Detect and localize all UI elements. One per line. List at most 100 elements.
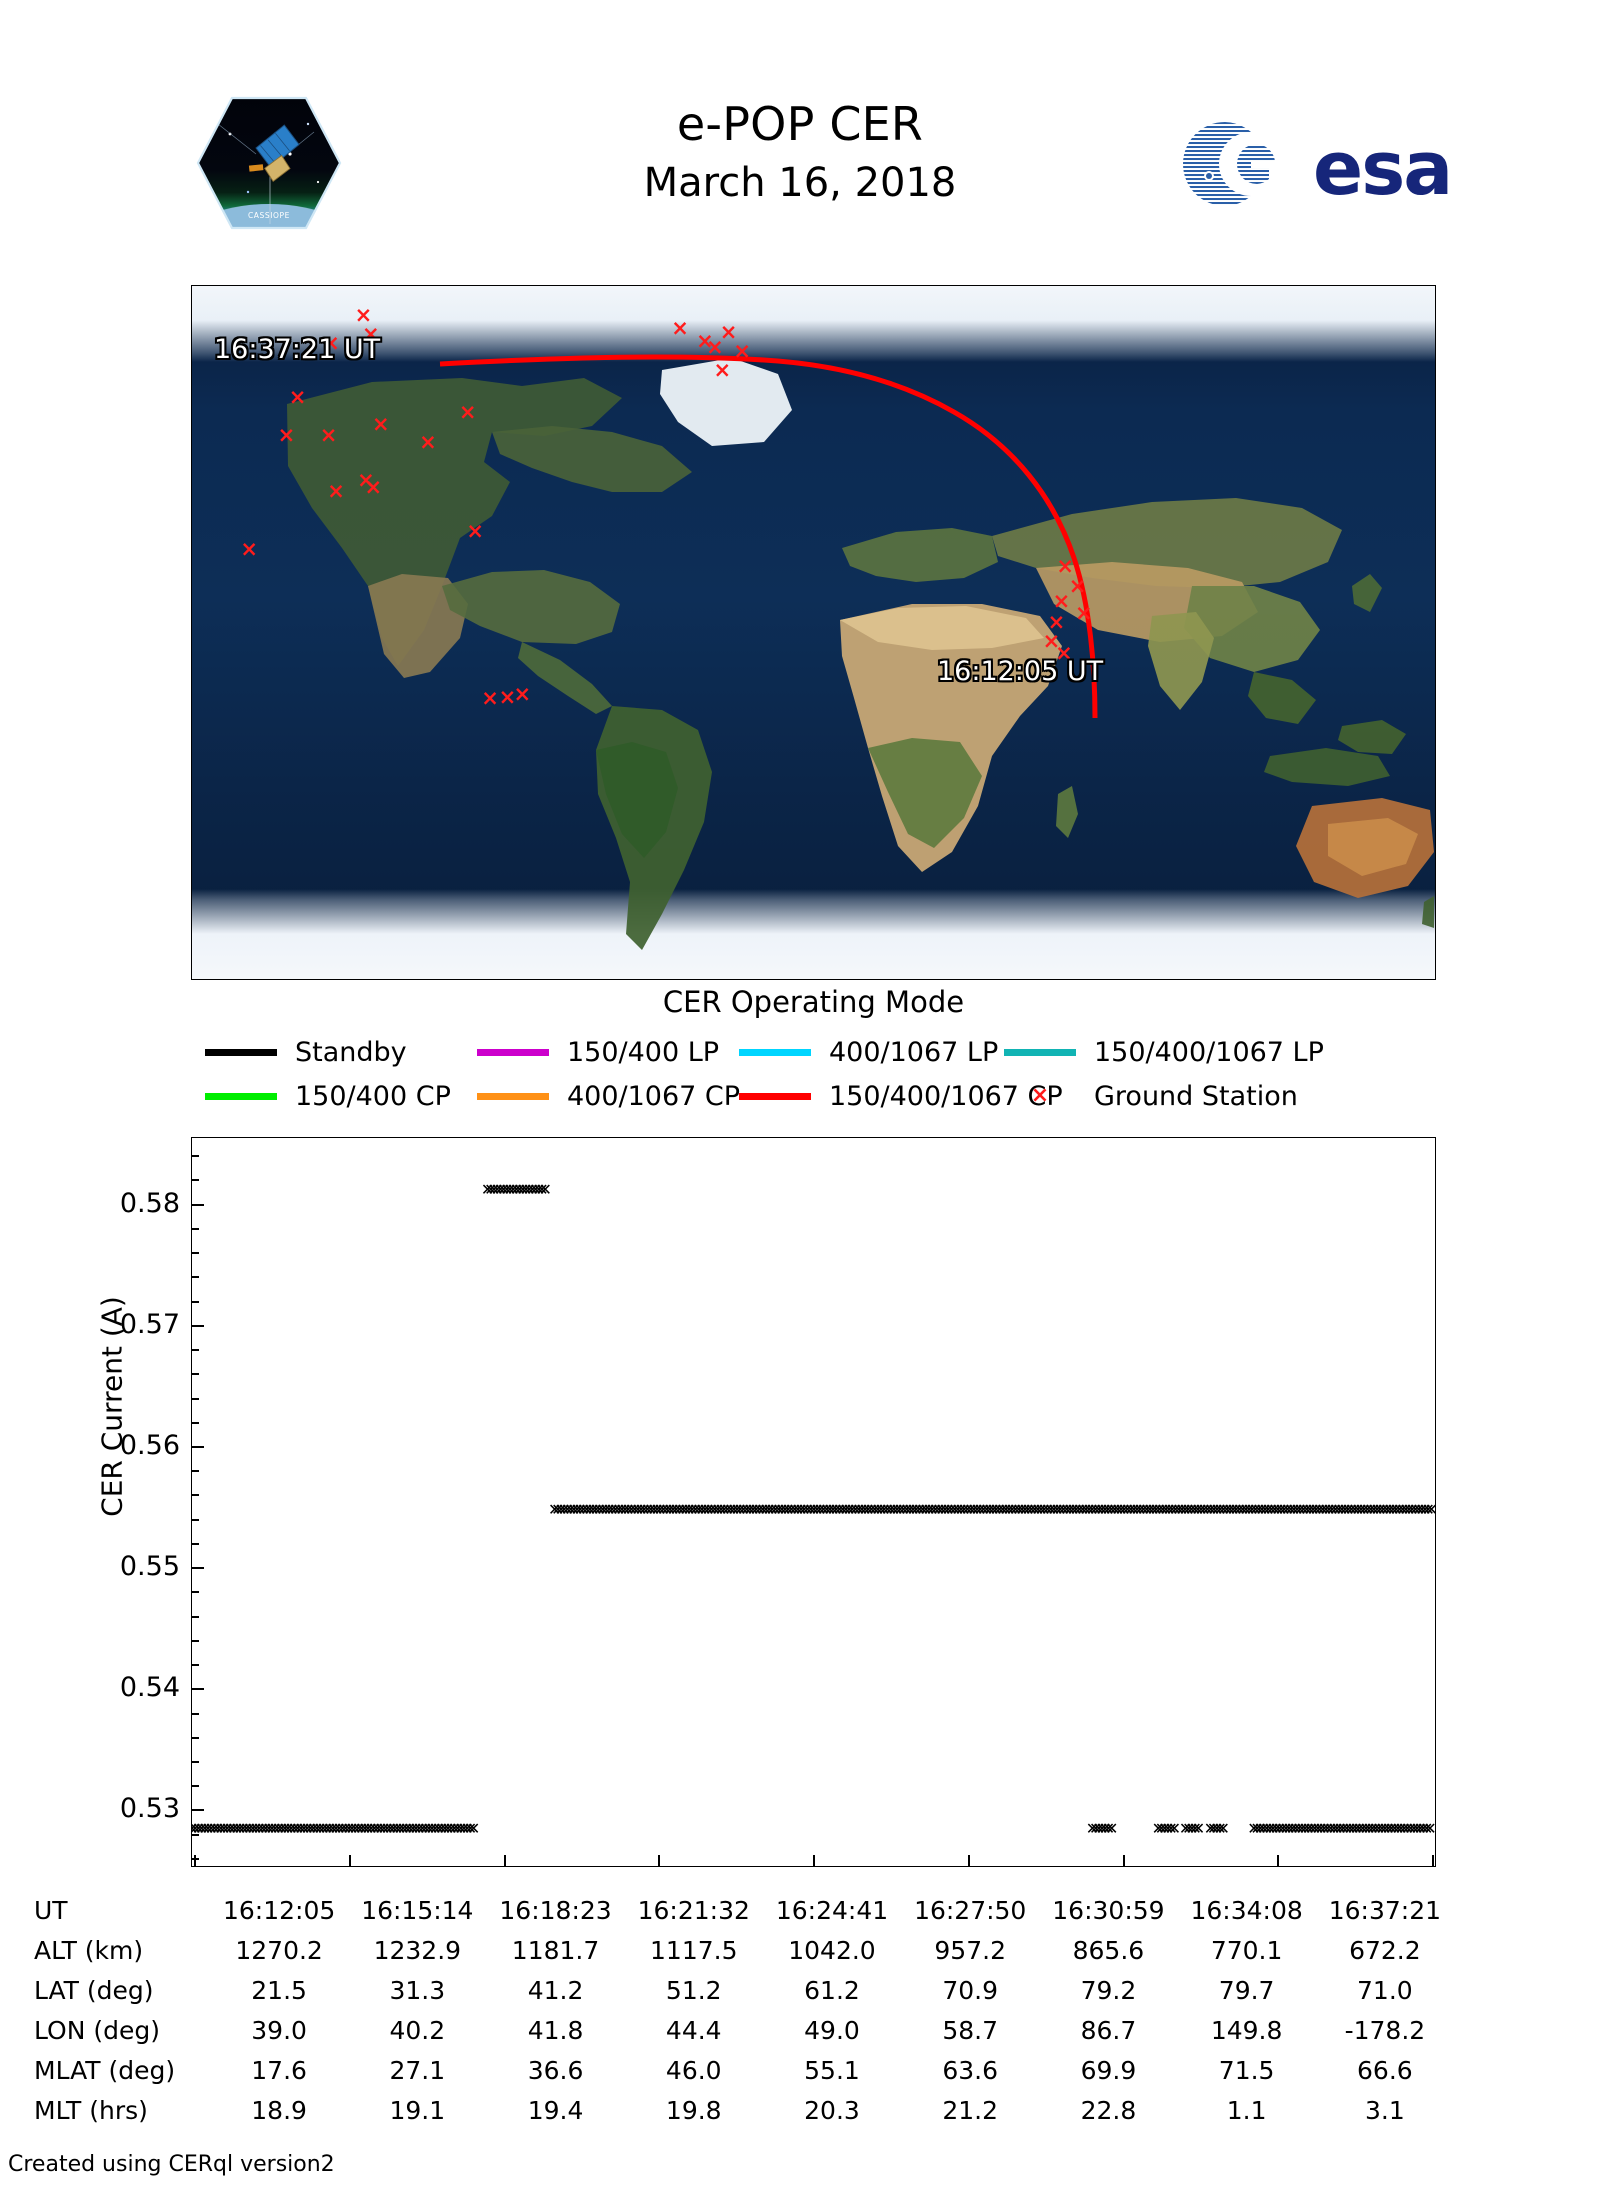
table-cell: 58.7 (942, 2015, 999, 2045)
ground-station-marker: × (322, 330, 340, 355)
data-point-marker: ✕ (418, 1818, 433, 1838)
ground-station-marker: × (466, 518, 484, 543)
data-point-marker: ✕ (669, 1499, 683, 1519)
table-cell: 40.2 (389, 2015, 446, 2045)
ground-station-marker: × (277, 422, 296, 447)
data-point-marker: ✕ (1272, 1818, 1287, 1838)
legend-item-150-400-1067-cp[interactable]: 150/400/1067 CP (739, 1081, 1063, 1112)
data-point-marker: ✕ (570, 1499, 584, 1519)
table-cell: 1232.9 (373, 1935, 462, 1965)
data-point-marker: ✕ (1247, 1818, 1261, 1838)
data-point-marker: ✕ (973, 1499, 987, 1519)
data-point-marker: ✕ (1015, 1499, 1029, 1519)
ground-station-marker: × (288, 384, 307, 409)
data-point-marker: ✕ (1072, 1499, 1087, 1519)
footer-credit: Created using CERql version2 (8, 2152, 335, 2177)
data-point-marker: ✕ (255, 1818, 270, 1838)
legend-item-150-400-1067-lp[interactable]: 150/400/1067 LP (1004, 1037, 1324, 1068)
data-point-marker: ✕ (1011, 1499, 1026, 1519)
y-axis-major-tick (192, 1567, 204, 1570)
legend-item-150-400-lp[interactable]: 150/400 LP (477, 1037, 739, 1068)
data-point-marker: ✕ (672, 1499, 687, 1519)
legend-swatch-line (1004, 1048, 1076, 1056)
data-point-marker: ✕ (214, 1818, 228, 1838)
data-point-marker: ✕ (1123, 1499, 1138, 1519)
data-point-marker: ✕ (1092, 1818, 1106, 1838)
data-point-marker: ✕ (1232, 1499, 1247, 1519)
data-point-marker: ✕ (1408, 1499, 1423, 1519)
data-point-marker: ✕ (906, 1499, 920, 1519)
data-point-marker: ✕ (1384, 1818, 1399, 1838)
data-point-marker: ✕ (1157, 1818, 1172, 1838)
map-label-end-time: 16:37:21 UT (214, 334, 381, 365)
data-point-marker: ✕ (915, 1499, 930, 1519)
data-point-marker: ✕ (653, 1499, 667, 1519)
data-point-marker: ✕ (1082, 1499, 1096, 1519)
y-axis-minor-tick (192, 1494, 199, 1497)
ground-station-marker: × (357, 468, 375, 493)
data-point-marker: ✕ (351, 1818, 366, 1838)
data-point-marker: ✕ (899, 1499, 914, 1519)
data-point-marker: ✕ (396, 1818, 410, 1838)
data-point-marker: ✕ (797, 1499, 811, 1519)
legend-item-400-1067-lp[interactable]: 400/1067 LP (739, 1037, 1004, 1068)
data-point-marker: ✕ (1164, 1818, 1178, 1838)
data-point-marker: ✕ (1040, 1499, 1055, 1519)
ground-station-marker: × (1055, 640, 1073, 665)
world-map-orbit-track[interactable]: × × × × × × × × × × × × × × × × × × × × × × × × × × × × × × × 16:37:21… (191, 285, 1436, 980)
data-point-marker: ✕ (1130, 1499, 1144, 1519)
table-cell: 46.0 (665, 2055, 722, 2085)
page-title: e-POP CER (676, 97, 924, 151)
data-point-marker: ✕ (1357, 1499, 1371, 1519)
table-cell: 36.6 (527, 2055, 584, 2085)
legend-item-standby[interactable]: Standby (205, 1037, 477, 1068)
legend-item-ground-station[interactable]: × Ground Station (1004, 1081, 1304, 1112)
data-point-marker: ✕ (983, 1499, 997, 1519)
cer-current-scatter-plot[interactable]: ✕ ✕ ✕ ✕ ✕ ✕ ✕ ✕ ✕ ✕ ✕ ✕ ✕ ✕ ✕ ✕ ✕ ✕ ✕ ✕ ✕ ✕ ✕ ✕ ✕ ✕ ✕ ✕ ✕ ✕ ✕ ✕ ✕ ✕ ✕ ✕ ✕ ✕ ✕ ✕… (191, 1137, 1436, 1867)
data-point-marker: ✕ (236, 1818, 250, 1838)
data-point-marker: ✕ (823, 1499, 837, 1519)
data-point-marker: ✕ (896, 1499, 911, 1519)
data-point-marker: ✕ (992, 1499, 1007, 1519)
data-point-marker: ✕ (460, 1818, 474, 1838)
table-cell: 865.6 (1072, 1935, 1145, 1965)
table-cell: 16:27:50 (914, 1895, 1027, 1925)
data-point-marker: ✕ (679, 1499, 693, 1519)
legend-item-150-400-cp[interactable]: 150/400 CP (205, 1081, 477, 1112)
ground-station-marker: × (719, 319, 738, 344)
map-antarctic-ice (192, 888, 1435, 979)
data-point-marker: ✕ (711, 1499, 725, 1519)
data-point-marker: ✕ (752, 1499, 767, 1519)
data-point-marker: ✕ (951, 1499, 965, 1519)
y-axis-tick-label: 0.56 (119, 1429, 180, 1461)
y-axis-minor-tick (192, 1397, 199, 1400)
data-point-marker: ✕ (698, 1499, 712, 1519)
legend-item-label: 150/400/1067 LP (1094, 1036, 1324, 1068)
data-point-marker: ✕ (191, 1818, 206, 1838)
y-axis-minor-tick (192, 1470, 199, 1473)
data-point-marker: ✕ (922, 1499, 936, 1519)
data-point-marker: ✕ (736, 1499, 751, 1519)
data-point-marker: ✕ (1139, 1499, 1154, 1519)
operating-mode-legend: Standby 150/400 LP 400/1067 LP 150/400/1… (205, 1030, 1455, 1118)
data-point-marker: ✕ (935, 1499, 949, 1519)
legend-item-400-1067-cp[interactable]: 400/1067 CP (477, 1081, 740, 1112)
data-point-marker: ✕ (919, 1499, 933, 1519)
data-point-marker: ✕ (1159, 1499, 1173, 1519)
data-point-marker: ✕ (1095, 1499, 1109, 1519)
cassiope-mission-patch-logo: CASSIOPE (196, 96, 342, 230)
legend-swatch-line (477, 1092, 549, 1100)
data-point-marker: ✕ (348, 1818, 362, 1838)
data-point-marker: ✕ (1149, 1499, 1163, 1519)
data-point-marker: ✕ (861, 1499, 875, 1519)
table: UT 16:12:05 16:15:14 16:18:23 16:21:32 16:24:… (34, 1890, 1454, 2130)
data-point-marker: ✕ (1283, 1499, 1298, 1519)
ground-station-marker: × (319, 422, 338, 447)
table-cell: 31.3 (389, 1975, 446, 2005)
data-point-marker: ✕ (803, 1499, 818, 1519)
x-axis-major-tick (1122, 1855, 1125, 1866)
data-point-marker: ✕ (1346, 1818, 1360, 1838)
data-point-marker: ✕ (909, 1499, 923, 1519)
data-point-marker: ✕ (663, 1499, 677, 1519)
legend-title: CER Operating Mode (662, 985, 965, 1019)
